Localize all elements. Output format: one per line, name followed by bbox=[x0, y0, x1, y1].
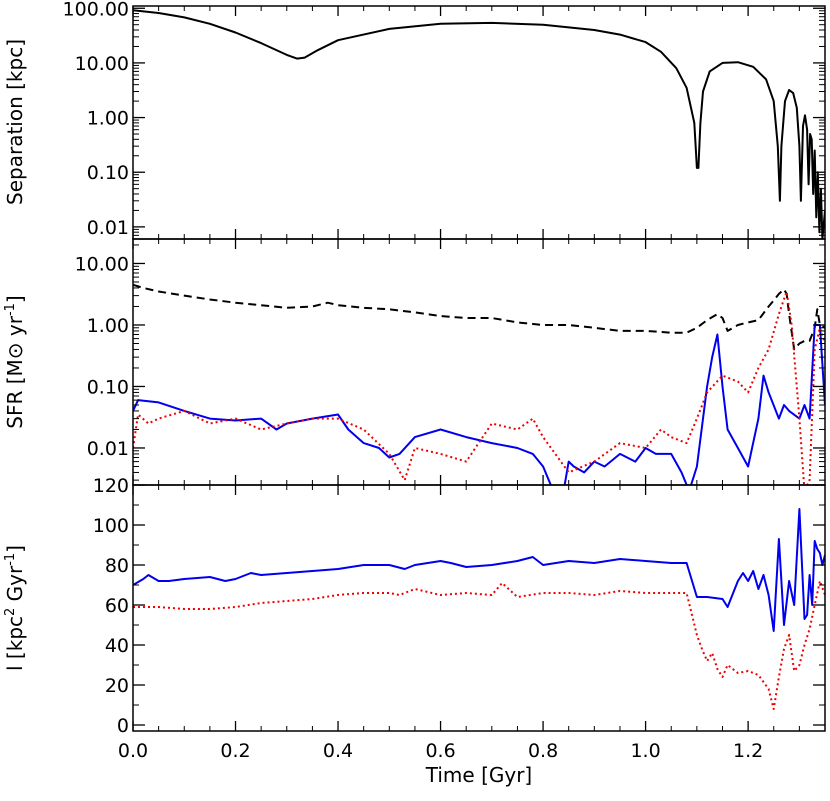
y-tick-label: 1.00 bbox=[87, 108, 129, 130]
angular-momentum-ylabel: l [kpc2 Gyr-1] bbox=[3, 545, 27, 671]
y-tick-label: 20 bbox=[105, 675, 129, 697]
angular-momentum-ylabel-exp2: -1 bbox=[3, 553, 18, 566]
y-tick-label: 40 bbox=[105, 635, 129, 657]
angular-momentum-ticks: 0 20 40 60 80 100 120 bbox=[93, 475, 825, 737]
series-line-solid bbox=[133, 9, 825, 239]
x-tick-label: 0.0 bbox=[118, 740, 148, 762]
y-tick-label: 1.00 bbox=[87, 315, 129, 337]
angular-momentum-ylabel-exp1: 2 bbox=[3, 608, 18, 616]
separation-plot-area bbox=[133, 9, 825, 239]
series-line-solid bbox=[133, 324, 825, 485]
y-tick-label: 0.01 bbox=[87, 438, 129, 460]
angular-momentum-frame bbox=[132, 484, 826, 732]
series-line-solid bbox=[133, 508, 825, 632]
x-tick-label: 0.6 bbox=[425, 740, 455, 762]
angular-momentum-ylabel-close: ] bbox=[3, 545, 27, 553]
separation-ticks: 0.01 0.10 1.00 10.00 100.00 bbox=[63, 0, 825, 239]
sfr-ticks: 0.01 0.10 1.00 10.00 bbox=[75, 239, 825, 485]
panel-sfr: 0.01 0.10 1.00 10.00 SFR [M⊙ yr-1] bbox=[3, 238, 826, 486]
panel-angular-momentum: 0 20 40 60 80 100 120 l [kpc2 Gyr-1] 0.0 0.2 0.4… bbox=[3, 475, 826, 787]
time-axis-ticks: 0.0 0.2 0.4 0.6 0.8 1.0 1.2 bbox=[118, 740, 763, 762]
sfr-ylabel-exponent: -1 bbox=[3, 303, 18, 316]
sfr-ylabel: SFR [M⊙ yr-1] bbox=[3, 295, 27, 428]
y-tick-label: 100.00 bbox=[63, 0, 129, 20]
y-tick-label: 0 bbox=[117, 715, 129, 737]
x-tick-label: 0.8 bbox=[528, 740, 558, 762]
y-tick-label: 60 bbox=[105, 595, 129, 617]
y-tick-label: 0.10 bbox=[87, 376, 129, 398]
x-tick-label: 1.2 bbox=[733, 740, 763, 762]
series-line-dashed bbox=[133, 283, 825, 351]
panel-separation: 0.01 0.10 1.00 10.00 100.00 Separation [kpc] bbox=[3, 0, 826, 240]
angular-momentum-ylabel-mid: Gyr bbox=[3, 565, 27, 608]
y-tick-label: 0.01 bbox=[87, 217, 129, 239]
angular-momentum-ylabel-main: l [kpc bbox=[3, 616, 27, 671]
y-tick-label: 10.00 bbox=[75, 253, 129, 275]
y-tick-label: 100 bbox=[93, 515, 129, 537]
y-tick-label: 80 bbox=[105, 555, 129, 577]
y-tick-label: 10.00 bbox=[75, 53, 129, 75]
series-line-dotted bbox=[133, 580, 825, 710]
y-tick-label: 120 bbox=[93, 475, 129, 497]
x-tick-label: 1.0 bbox=[630, 740, 660, 762]
time-xlabel: Time [Gyr] bbox=[425, 763, 532, 787]
sfr-plot-area bbox=[133, 283, 825, 485]
sfr-ylabel-close: ] bbox=[3, 295, 27, 303]
sfr-frame bbox=[132, 238, 826, 486]
x-tick-label: 0.4 bbox=[323, 740, 353, 762]
sfr-ylabel-main: SFR [M⊙ yr bbox=[3, 315, 27, 428]
x-tick-label: 0.2 bbox=[220, 740, 250, 762]
y-tick-label: 0.10 bbox=[87, 162, 129, 184]
angular-momentum-plot-area bbox=[133, 508, 825, 710]
separation-frame bbox=[132, 5, 826, 240]
separation-ylabel: Separation [kpc] bbox=[3, 39, 27, 205]
series-line-dotted bbox=[133, 290, 825, 485]
